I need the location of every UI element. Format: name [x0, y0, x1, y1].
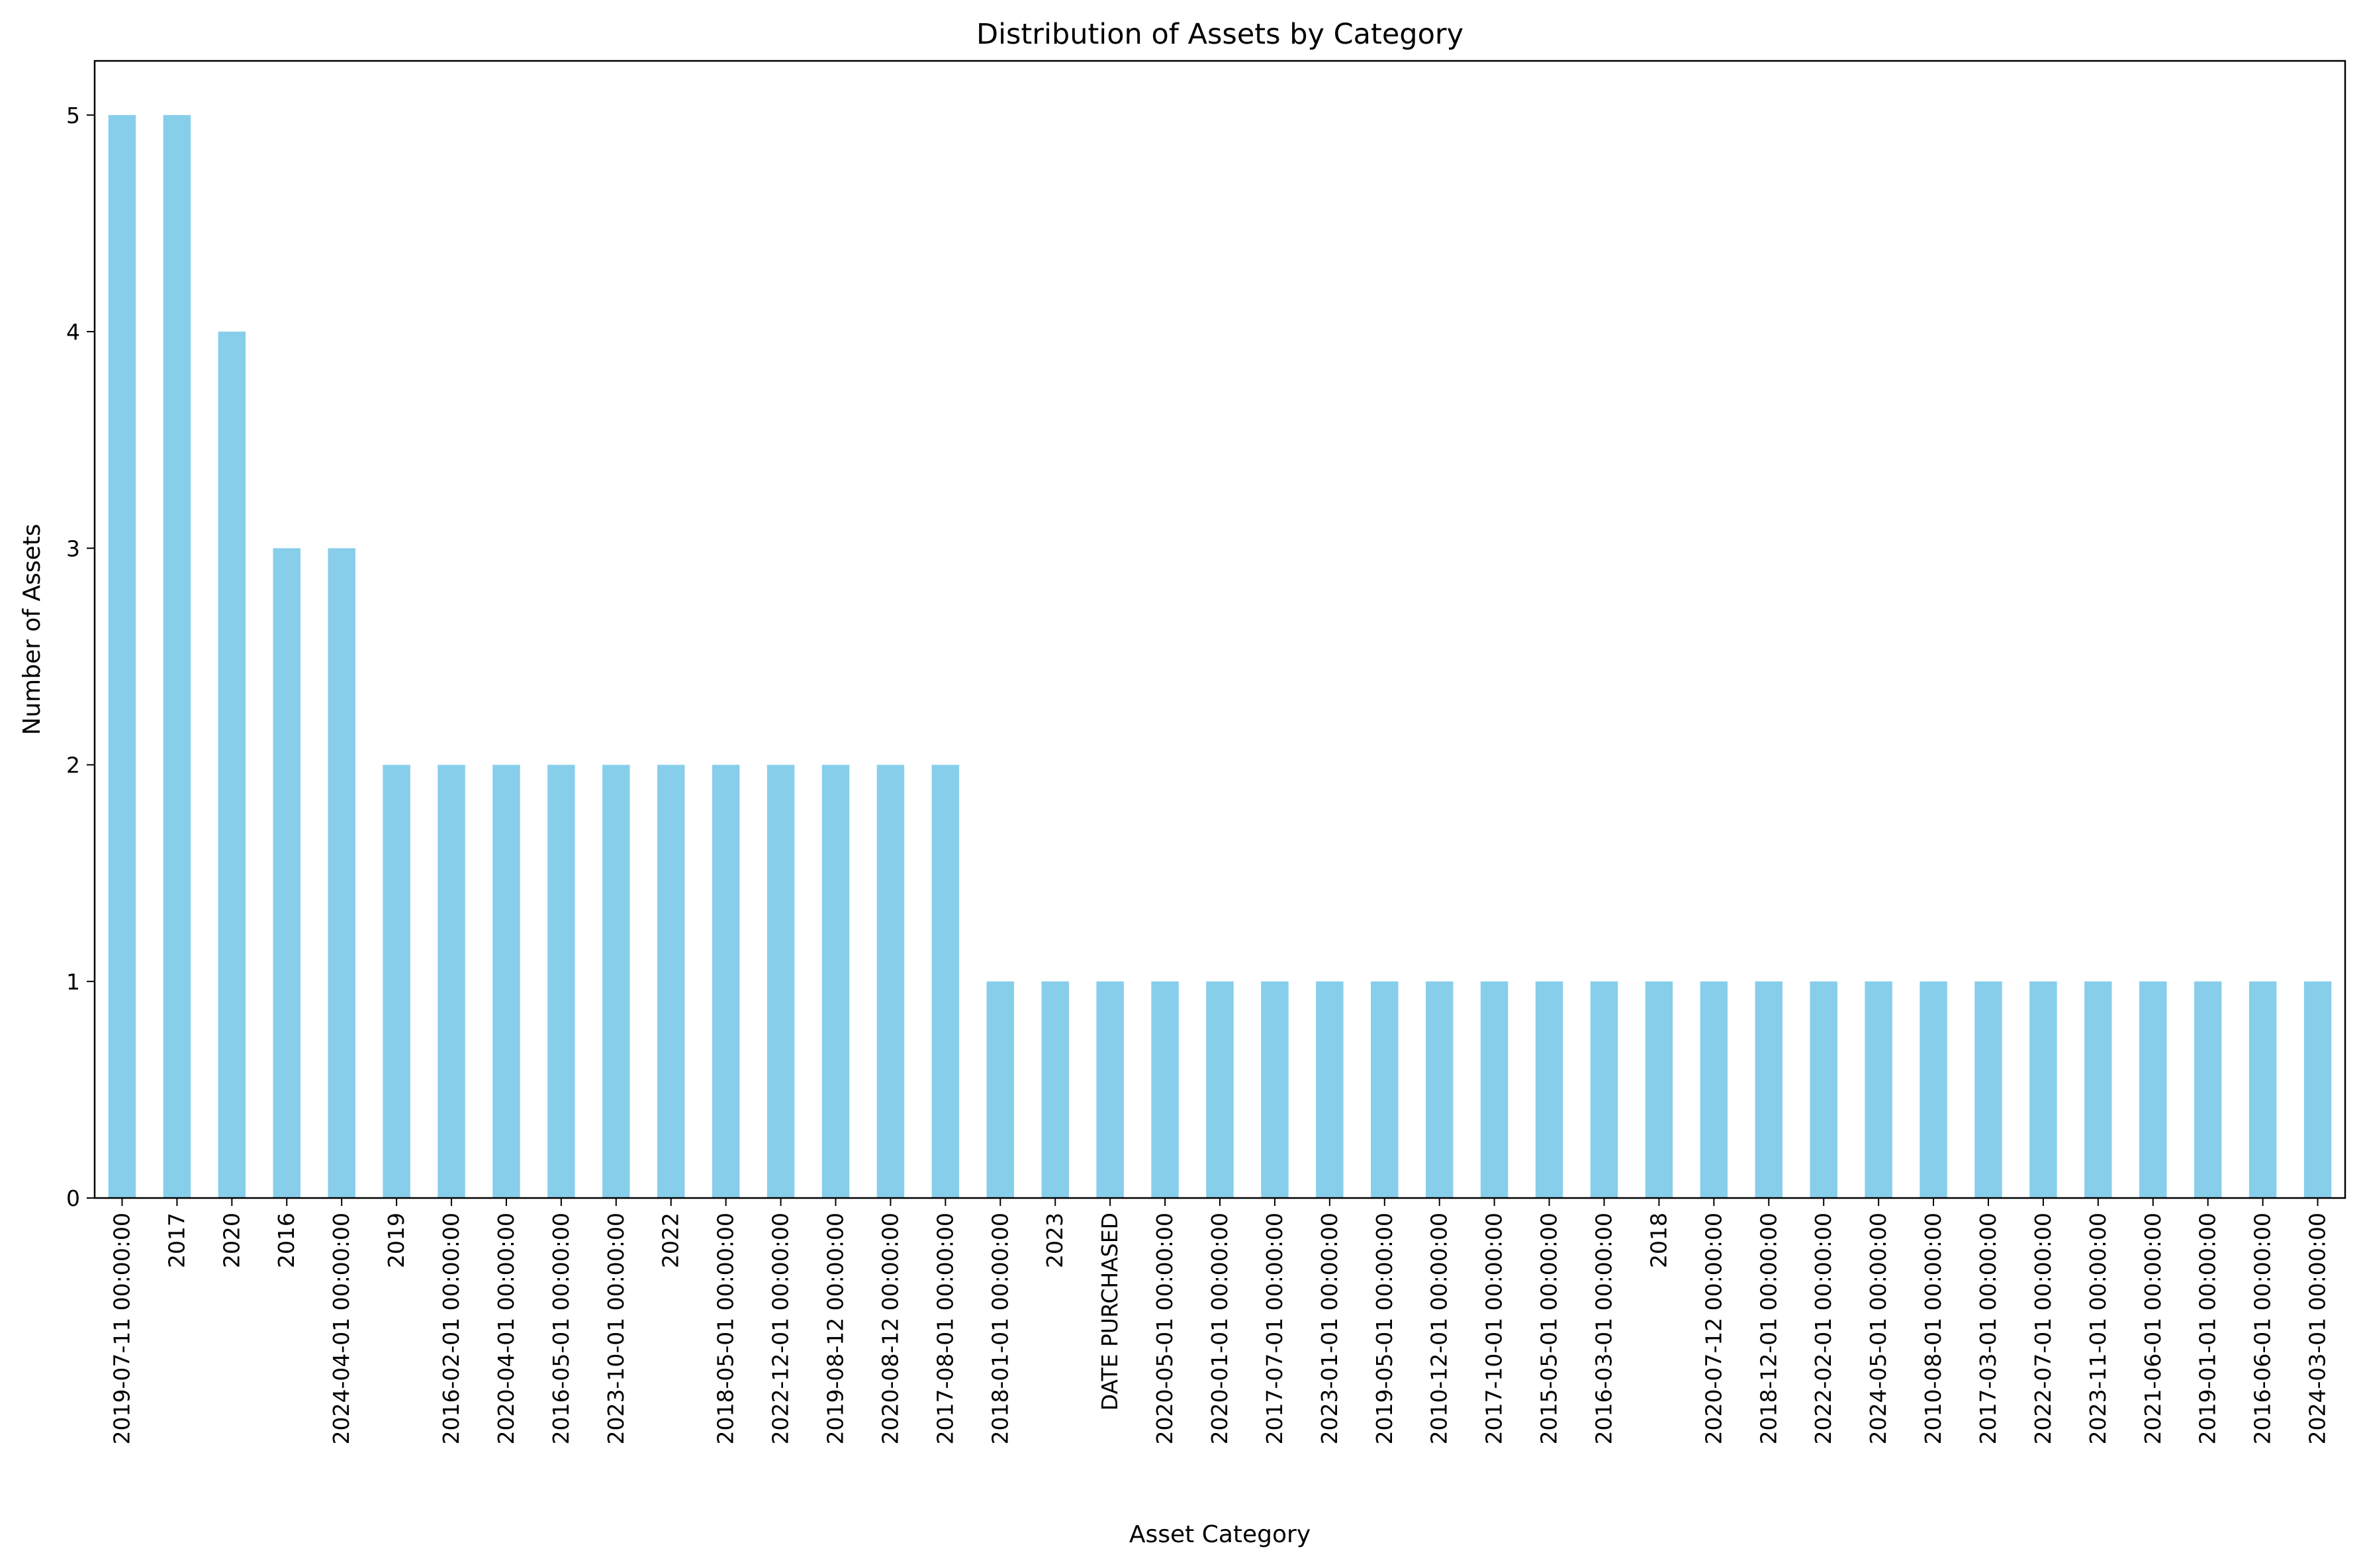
bar-27	[1590, 981, 1618, 1198]
x-tick-label-2: 2020	[218, 1213, 244, 1268]
bar-34	[1974, 981, 2002, 1198]
x-tick-label-39: 2016-06-01 00:00:00	[2250, 1213, 2276, 1444]
y-tick-label-0: 0	[66, 1185, 80, 1211]
bar-38	[2194, 981, 2222, 1198]
x-tick-label-26: 2015-05-01 00:00:00	[1536, 1213, 1562, 1444]
x-tick-label-35: 2022-07-01 00:00:00	[2030, 1213, 2056, 1444]
bar-24	[1425, 981, 1454, 1198]
bar-10	[657, 764, 685, 1198]
x-tick-label-4: 2024-04-01 00:00:00	[328, 1213, 354, 1444]
x-tick-label-36: 2023-11-01 00:00:00	[2085, 1213, 2111, 1444]
x-tick-label-6: 2016-02-01 00:00:00	[438, 1213, 464, 1444]
bar-9	[602, 764, 630, 1198]
x-tick-label-5: 2019	[383, 1213, 409, 1268]
bar-8	[547, 764, 575, 1198]
x-tick-label-25: 2017-10-01 00:00:00	[1481, 1213, 1507, 1444]
bar-16	[986, 981, 1015, 1198]
bar-31	[1810, 981, 1837, 1198]
x-tick-label-10: 2022	[658, 1213, 684, 1268]
x-tick-label-34: 2017-03-01 00:00:00	[1975, 1213, 2001, 1444]
bar-23	[1371, 981, 1399, 1198]
x-tick-label-16: 2018-01-01 00:00:00	[987, 1213, 1013, 1444]
x-tick-label-33: 2010-08-01 00:00:00	[1920, 1213, 1946, 1444]
y-axis-label: Number of Assets	[19, 524, 46, 735]
bar-37	[2139, 981, 2167, 1198]
chart-title: Distribution of Assets by Category	[976, 18, 1463, 51]
x-tick-label-14: 2020-08-12 00:00:00	[877, 1213, 903, 1444]
bar-12	[766, 764, 795, 1198]
x-tick-label-24: 2010-12-01 00:00:00	[1426, 1213, 1452, 1444]
x-tick-label-28: 2018	[1645, 1213, 1671, 1268]
x-tick-label-31: 2022-02-01 00:00:00	[1810, 1213, 1836, 1444]
y-axis: 0 1 2 3 4 5	[66, 103, 95, 1211]
bar-21	[1261, 981, 1289, 1198]
bar-28	[1645, 981, 1673, 1198]
x-tick-label-30: 2018-12-01 00:00:00	[1755, 1213, 1781, 1444]
x-tick-label-9: 2023-10-01 00:00:00	[603, 1213, 629, 1444]
x-tick-label-0: 2019-07-11 00:00:00	[109, 1213, 134, 1444]
bar-3	[273, 548, 301, 1198]
bar-5	[383, 764, 410, 1198]
bar-6	[438, 764, 465, 1198]
bar-7	[492, 764, 520, 1198]
y-tick-label-3: 3	[66, 535, 80, 561]
x-tick-label-29: 2020-07-12 00:00:00	[1700, 1213, 1726, 1444]
x-tick-label-21: 2017-07-01 00:00:00	[1262, 1213, 1287, 1444]
bar-15	[931, 764, 960, 1198]
x-tick-label-7: 2020-04-01 00:00:00	[493, 1213, 519, 1444]
x-tick-label-3: 2016	[273, 1213, 299, 1268]
bar-14	[876, 764, 905, 1198]
bar-1	[163, 115, 191, 1198]
bar-35	[2029, 981, 2057, 1198]
bar-2	[218, 332, 246, 1198]
bar-19	[1151, 981, 1179, 1198]
x-tick-label-18: DATE PURCHASED	[1097, 1213, 1123, 1410]
bar-29	[1700, 981, 1728, 1198]
x-tick-label-13: 2019-08-12 00:00:00	[823, 1213, 849, 1444]
y-tick-label-1: 1	[66, 969, 80, 995]
bar-36	[2084, 981, 2112, 1198]
x-tick-label-40: 2024-03-01 00:00:00	[2305, 1213, 2331, 1444]
y-tick-label-5: 5	[66, 103, 80, 128]
bar-32	[1865, 981, 1892, 1198]
x-tick-label-1: 2017	[163, 1213, 189, 1268]
x-tick-label-38: 2019-01-01 00:00:00	[2195, 1213, 2221, 1444]
bar-0	[108, 115, 136, 1198]
bar-20	[1206, 981, 1234, 1198]
x-tick-label-11: 2018-05-01 00:00:00	[713, 1213, 739, 1444]
x-tick-label-12: 2022-12-01 00:00:00	[768, 1213, 794, 1444]
plot-frame	[93, 60, 2346, 1199]
bar-30	[1755, 981, 1783, 1198]
bar-11	[712, 764, 740, 1198]
bar-40	[2303, 981, 2332, 1198]
bar-4	[328, 548, 355, 1198]
bar-33	[1920, 981, 1947, 1198]
bar-18	[1096, 981, 1124, 1198]
x-tick-label-37: 2021-06-01 00:00:00	[2140, 1213, 2166, 1444]
x-tick-label-20: 2020-01-01 00:00:00	[1207, 1213, 1232, 1444]
bar-39	[2248, 981, 2277, 1198]
bar-25	[1480, 981, 1508, 1198]
x-tick-label-17: 2023	[1042, 1213, 1068, 1268]
x-tick-label-8: 2016-05-01 00:00:00	[548, 1213, 574, 1444]
bar-13	[821, 764, 850, 1198]
x-tick-label-23: 2019-05-01 00:00:00	[1371, 1213, 1397, 1444]
x-axis-label: Asset Category	[1129, 1521, 1311, 1548]
x-tick-label-22: 2023-01-01 00:00:00	[1317, 1213, 1342, 1444]
x-tick-label-15: 2017-08-01 00:00:00	[932, 1213, 958, 1444]
x-tick-label-32: 2024-05-01 00:00:00	[1865, 1213, 1891, 1444]
y-tick-label-2: 2	[66, 753, 80, 778]
bar-26	[1535, 981, 1563, 1198]
y-tick-label-4: 4	[66, 319, 80, 345]
x-tick-label-19: 2020-05-01 00:00:00	[1152, 1213, 1178, 1444]
x-tick-label-27: 2016-03-01 00:00:00	[1591, 1213, 1616, 1444]
bar-22	[1316, 981, 1344, 1198]
bar-17	[1041, 981, 1069, 1198]
bars-group	[108, 115, 2332, 1198]
x-axis: 2019-07-11 00:00:00 2017 2020 2016 2024-04-0…	[109, 1198, 2331, 1444]
